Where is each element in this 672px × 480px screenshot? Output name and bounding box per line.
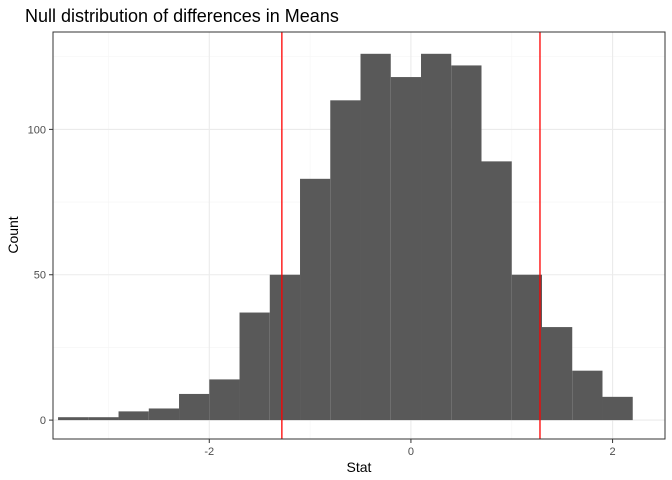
histogram-bar (58, 417, 89, 421)
histogram-bar (390, 77, 422, 421)
panel-border (52, 31, 666, 440)
histogram-bar (179, 393, 210, 421)
x-tick-label: 2 (610, 446, 616, 458)
histogram-bar (300, 178, 331, 421)
y-tick-label: 100 (28, 124, 46, 136)
histogram-bar (602, 396, 633, 421)
x-axis-title: Stat (347, 459, 372, 475)
histogram-bar (360, 53, 391, 421)
histogram-bar (148, 408, 180, 421)
histogram-bar (572, 370, 603, 421)
histogram-bar (209, 379, 240, 421)
histogram-bar (88, 417, 119, 421)
critical-value-lines (281, 32, 541, 439)
chart-title: Null distribution of differences in Mean… (25, 6, 339, 26)
x-tick-label: -2 (204, 446, 214, 458)
histogram-bar (118, 411, 149, 421)
histogram-bar (451, 65, 482, 421)
histogram-bar (511, 274, 542, 421)
histogram-bars (58, 53, 633, 421)
histogram-bar (421, 53, 452, 421)
histogram-bar (269, 274, 301, 421)
x-tick-label: 0 (408, 446, 414, 458)
histogram-bar (541, 327, 573, 421)
y-axis-title: Count (5, 216, 21, 253)
histogram-bar (239, 312, 270, 421)
y-tick-label: 0 (40, 415, 46, 427)
histogram-bar (481, 161, 512, 421)
x-axis-ticks: -2 0 2 (204, 439, 616, 458)
histogram-bar (330, 100, 361, 421)
y-tick-label: 50 (34, 270, 46, 282)
y-axis-ticks: 0 50 100 (28, 124, 53, 427)
